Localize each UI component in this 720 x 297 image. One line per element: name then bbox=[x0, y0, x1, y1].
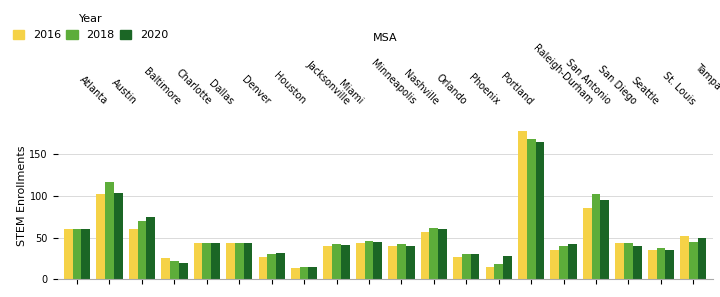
Bar bbox=[583, 208, 592, 279]
Bar bbox=[146, 217, 155, 279]
Bar bbox=[96, 194, 105, 279]
Bar bbox=[388, 246, 397, 279]
Bar bbox=[624, 243, 633, 279]
Bar bbox=[73, 229, 81, 279]
Bar bbox=[235, 243, 243, 279]
Bar bbox=[356, 244, 364, 279]
Bar bbox=[680, 236, 689, 279]
Bar bbox=[462, 254, 471, 279]
Bar bbox=[129, 229, 138, 279]
Bar bbox=[568, 244, 577, 279]
Bar bbox=[485, 267, 495, 279]
Bar bbox=[406, 246, 415, 279]
Bar bbox=[689, 242, 698, 279]
Bar bbox=[657, 248, 665, 279]
Bar bbox=[665, 250, 674, 279]
Bar bbox=[243, 244, 253, 279]
Bar bbox=[503, 256, 512, 279]
Bar bbox=[551, 250, 559, 279]
Bar bbox=[600, 200, 609, 279]
Bar bbox=[341, 245, 350, 279]
Bar bbox=[211, 243, 220, 279]
Bar bbox=[527, 140, 536, 279]
Bar bbox=[308, 267, 318, 279]
Bar bbox=[276, 253, 285, 279]
Bar bbox=[648, 250, 657, 279]
Bar bbox=[420, 232, 429, 279]
Bar bbox=[114, 193, 122, 279]
Bar bbox=[518, 131, 527, 279]
Bar bbox=[179, 263, 187, 279]
Bar bbox=[536, 142, 544, 279]
Bar bbox=[161, 258, 170, 279]
Bar bbox=[495, 264, 503, 279]
Bar bbox=[438, 229, 447, 279]
Bar bbox=[453, 257, 462, 279]
Bar bbox=[616, 244, 624, 279]
Bar bbox=[300, 267, 308, 279]
Bar bbox=[170, 261, 179, 279]
Bar bbox=[397, 244, 406, 279]
Bar bbox=[471, 254, 480, 279]
Bar bbox=[698, 238, 706, 279]
Bar bbox=[364, 241, 374, 279]
Legend: 2016, 2018, 2020: 2016, 2018, 2020 bbox=[13, 15, 168, 40]
Bar bbox=[323, 246, 332, 279]
Bar bbox=[194, 244, 202, 279]
Bar bbox=[226, 244, 235, 279]
Bar bbox=[559, 246, 568, 279]
Y-axis label: STEM Enrollments: STEM Enrollments bbox=[17, 146, 27, 246]
Bar bbox=[64, 229, 73, 279]
Bar bbox=[633, 246, 642, 279]
Bar bbox=[105, 182, 114, 279]
Bar bbox=[258, 257, 267, 279]
Bar bbox=[332, 244, 341, 279]
Bar bbox=[81, 229, 90, 279]
Bar bbox=[202, 243, 211, 279]
Bar bbox=[429, 228, 438, 279]
Bar bbox=[267, 254, 276, 279]
Bar bbox=[592, 194, 600, 279]
Bar bbox=[138, 221, 146, 279]
X-axis label: MSA: MSA bbox=[373, 33, 397, 42]
Bar bbox=[374, 242, 382, 279]
Bar bbox=[291, 268, 300, 279]
